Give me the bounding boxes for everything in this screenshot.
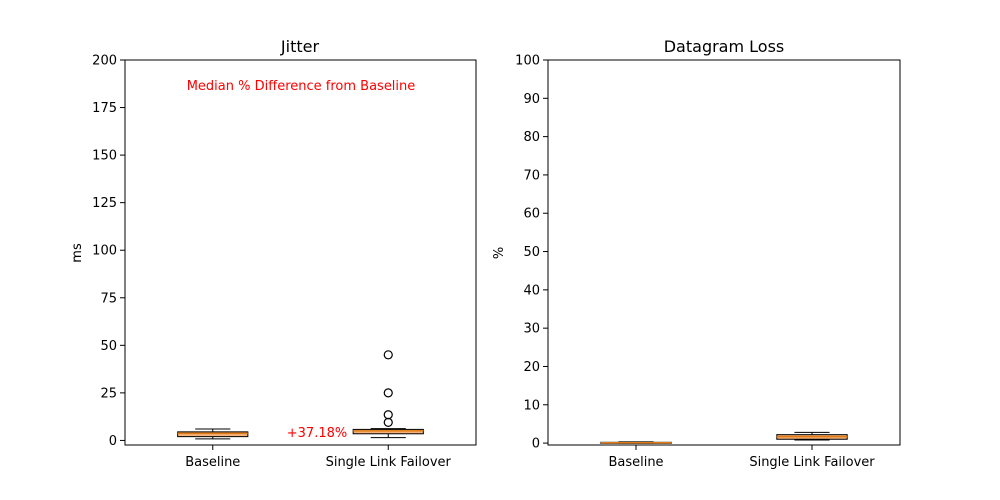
jitter-panel: Jitter ms Median % Difference from Basel… (70, 37, 477, 470)
datagram-loss-ytick-label: 70 (523, 168, 540, 183)
datagram-loss-ytick-label: 100 (515, 54, 540, 69)
datagram-loss-xtick-label: Single Link Failover (749, 455, 875, 470)
jitter-ytick-label: 75 (100, 291, 117, 306)
outlier-point (383, 417, 393, 427)
jitter-box-single-link-failover (352, 350, 424, 439)
datagram-loss-ytick-label: 60 (523, 207, 540, 222)
datagram-loss-ytick-label: 20 (523, 360, 540, 375)
jitter-ytick-label: 50 (100, 339, 117, 354)
jitter-ytick-label: 100 (92, 244, 117, 259)
outlier-point (383, 388, 393, 398)
jitter-annotation-heading: Median % Difference from Baseline (187, 79, 416, 94)
iqr-box (177, 431, 249, 438)
jitter-title: Jitter (280, 37, 320, 56)
datagram-loss-ytick-label: 50 (523, 245, 540, 260)
datagram-loss-ytick-label: 90 (523, 92, 540, 107)
jitter-ytick-label: 25 (100, 386, 117, 401)
outlier-point (383, 350, 393, 360)
jitter-xtick-label: Baseline (185, 455, 240, 470)
datagram-loss-ylabel: % (492, 247, 507, 259)
datagram-loss-box-single-link-failover (776, 431, 848, 441)
jitter-ylabel: ms (70, 243, 85, 263)
datagram-loss-ytick-label: 30 (523, 322, 540, 337)
datagram-loss-xtick-label: Baseline (608, 455, 663, 470)
jitter-ytick-label: 200 (92, 54, 117, 69)
datagram-loss-plot-frame (547, 59, 901, 446)
datagram-loss-ytick-label: 0 (532, 437, 540, 452)
jitter-xtick-label: Single Link Failover (326, 455, 452, 470)
jitter-ytick-label: 150 (92, 149, 117, 164)
jitter-ytick-label: 0 (109, 434, 117, 449)
datagram-loss-ytick-label: 80 (523, 130, 540, 145)
datagram-loss-ytick-label: 10 (523, 398, 540, 413)
outlier-point (383, 410, 393, 420)
jitter-plot-frame (124, 59, 477, 446)
jitter-box-baseline (177, 428, 249, 440)
jitter-annotation-failover: +37.18% (287, 426, 347, 441)
datagram-loss-ytick-label: 40 (523, 283, 540, 298)
datagram-loss-panel: Datagram Loss % 0 10 20 30 40 50 60 70 80 90 100 Ba… (492, 37, 901, 470)
datagram-loss-title: Datagram Loss (664, 37, 785, 56)
jitter-ytick-label: 125 (92, 196, 117, 211)
jitter-ytick-label: 175 (92, 101, 117, 116)
datagram-loss-box-baseline (600, 441, 672, 444)
